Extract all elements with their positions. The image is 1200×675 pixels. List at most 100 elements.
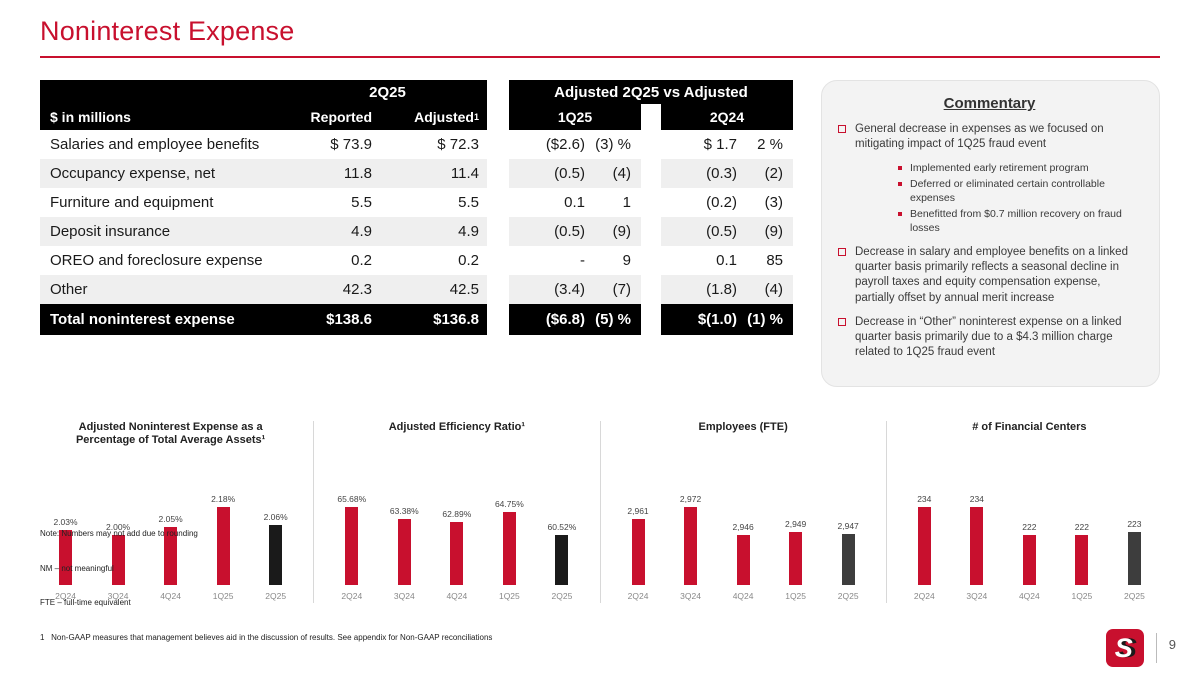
bar-value-label: 2,949 — [784, 518, 807, 529]
total-label: Total noninterest expense — [40, 304, 288, 335]
charts-row: Adjusted Noninterest Expense as a Percen… — [28, 420, 1172, 603]
chart-financial-centers: # of Financial Centers 234 2Q24 234 3Q24 222… — [887, 421, 1172, 603]
row-label: Occupancy expense, net — [40, 159, 288, 188]
bar-value-label: 65.68% — [337, 493, 367, 504]
bar-group: 2,949 1Q25 — [773, 519, 819, 601]
bar — [216, 506, 230, 585]
slide-footer: Note: Numbers may not add due to roundin… — [40, 505, 1176, 667]
cell-vs1q25-percent: (9) — [587, 217, 641, 246]
bar — [111, 534, 125, 585]
column-header-adjusted: Adjusted 1 — [388, 104, 487, 130]
sub-bullet-text: Benefitted from $0.7 million recovery on… — [910, 208, 1122, 235]
cell-adjusted: 11.4 — [388, 159, 487, 188]
bar-category-label: 2Q24 — [913, 590, 935, 601]
footnotes: Note: Numbers may not add due to roundin… — [40, 505, 492, 667]
noninterest-expense-table: 2Q25 Adjusted 2Q25 vs Adjusted $ in mill… — [40, 80, 793, 387]
row-label: Salaries and employee benefits — [40, 130, 288, 159]
bullet-text: Decrease in “Other” noninterest expense … — [855, 315, 1122, 359]
chart-adjusted-efficiency-ratio: Adjusted Efficiency Ratio¹ 65.68% 2Q24 63.… — [314, 420, 601, 603]
cell-vs1q25-percent: (3) % — [587, 130, 641, 159]
table-row: Furniture and equipment 5.5 5.5 0.1 1 (0… — [40, 188, 793, 217]
bar-value-label: 2.06% — [263, 512, 288, 523]
page-title: Noninterest Expense — [40, 16, 295, 46]
cell-vs2q24-percent: 85 — [739, 246, 793, 275]
cell-vs1q25-amount: - — [509, 246, 587, 275]
table-row: OREO and foreclosure expense 0.2 0.2 - 9… — [40, 246, 793, 275]
unit-label: $ in millions — [40, 104, 288, 130]
bar-value-label: 2.00% — [106, 521, 131, 532]
table-group-header-row: 2Q25 Adjusted 2Q25 vs Adjusted — [40, 80, 793, 104]
bar — [841, 533, 855, 585]
cell-vs1q25-amount: ($2.6) — [509, 130, 587, 159]
slide-header: Noninterest Expense — [0, 0, 1200, 58]
cell-adjusted: 42.5 — [388, 275, 487, 304]
bar-group: 2.05% 4Q24 — [148, 514, 194, 601]
bar-group: 2,972 3Q24 — [668, 494, 714, 601]
bar — [736, 534, 750, 585]
bar-category-label: 3Q24 — [393, 590, 415, 601]
bar — [164, 526, 178, 585]
row-label: Other — [40, 275, 288, 304]
bar-category-label: 1Q25 — [212, 590, 234, 601]
bar-category-label: 3Q24 — [107, 590, 129, 601]
bar-category-label: 4Q24 — [160, 590, 181, 601]
table-row: Other 42.3 42.5 (3.4) (7) (1.8) (4) — [40, 275, 793, 304]
cell-reported: $ 73.9 — [288, 130, 388, 159]
cell-vs1q25-percent: (7) — [587, 275, 641, 304]
total-reported: $138.6 — [288, 304, 388, 335]
row-label: Furniture and equipment — [40, 188, 288, 217]
bar — [684, 506, 698, 585]
bar-category-label: 1Q25 — [785, 590, 807, 601]
bar-category-label: 2Q24 — [627, 590, 649, 601]
chart-title: Employees (FTE) — [698, 420, 788, 433]
bar-value-label: 234 — [969, 493, 984, 504]
cell-vs1q25-amount: (0.5) — [509, 159, 587, 188]
bar-group: 234 3Q24 — [954, 494, 1000, 601]
commentary-bullet: Decrease in “Other” noninterest expense … — [838, 315, 1141, 361]
footnote: Note: Numbers may not add due to roundin… — [40, 528, 198, 538]
bullet-square-icon — [838, 317, 846, 326]
cell-adjusted: 0.2 — [388, 246, 487, 275]
bar-group: 234 2Q24 — [901, 494, 947, 601]
chart-plot: 2,961 2Q24 2,972 3Q24 2,946 4Q24 2,949 1Q25 2,94… — [609, 455, 878, 603]
column-header-reported: Reported — [288, 104, 388, 130]
bar-group: 62.89% 4Q24 — [434, 509, 480, 601]
bar — [917, 506, 931, 585]
cell-vs2q24-amount: (0.2) — [661, 188, 739, 217]
bar-category-label: 3Q24 — [680, 590, 701, 601]
bar — [450, 521, 464, 585]
chart-plot: 234 2Q24 234 3Q24 222 4Q24 222 1Q25 223 2Q25 — [895, 455, 1164, 603]
commentary-sub-bullets: Implemented early retirement program Def… — [898, 162, 1141, 236]
cell-vs1q25-percent: (4) — [587, 159, 641, 188]
bar — [970, 506, 984, 585]
sub-bullet-text: Deferred or eliminated certain controlla… — [910, 178, 1105, 204]
bar — [555, 534, 569, 585]
bar-group: 63.38% 3Q24 — [381, 506, 427, 601]
bar-value-label: 222 — [1022, 521, 1037, 532]
cell-vs1q25-amount: (3.4) — [509, 275, 587, 304]
cell-vs2q24-amount: 0.1 — [661, 246, 739, 275]
bar-category-label: 1Q25 — [498, 590, 520, 601]
column-header-2q24: 2Q24 — [661, 104, 793, 130]
commentary-sub-bullet: Benefitted from $0.7 million recovery on… — [898, 208, 1141, 235]
commentary-title: Commentary — [943, 95, 1036, 112]
cell-reported: 0.2 — [288, 246, 388, 275]
brand-block: S S 9 — [1105, 629, 1176, 667]
row-label: Deposit insurance — [40, 217, 288, 246]
group-header-2q25-label: 2Q25 — [369, 83, 406, 101]
bar — [1075, 534, 1089, 585]
cell-vs2q24-percent: (4) — [739, 275, 793, 304]
chart-plot: 2.03% 2Q24 2.00% 3Q24 2.05% 4Q24 2.18% 1Q25 2.06… — [36, 455, 305, 603]
bar-group: 222 4Q24 — [1006, 522, 1052, 601]
company-logo: S S — [1105, 629, 1144, 667]
bar-category-label: 1Q25 — [1071, 590, 1093, 601]
bar-group: 64.75% 1Q25 — [486, 499, 532, 601]
bar-value-label: 2,961 — [627, 505, 649, 516]
cell-adjusted: 5.5 — [388, 188, 487, 217]
bar-category-label: 3Q24 — [966, 590, 988, 601]
bar-value-label: 60.52% — [547, 521, 577, 532]
bar-group: 65.68% 2Q24 — [329, 494, 375, 601]
bar-category-label: 2Q24 — [341, 590, 363, 601]
bar-value-label: 234 — [917, 493, 932, 504]
bullet-square-icon — [838, 247, 846, 256]
